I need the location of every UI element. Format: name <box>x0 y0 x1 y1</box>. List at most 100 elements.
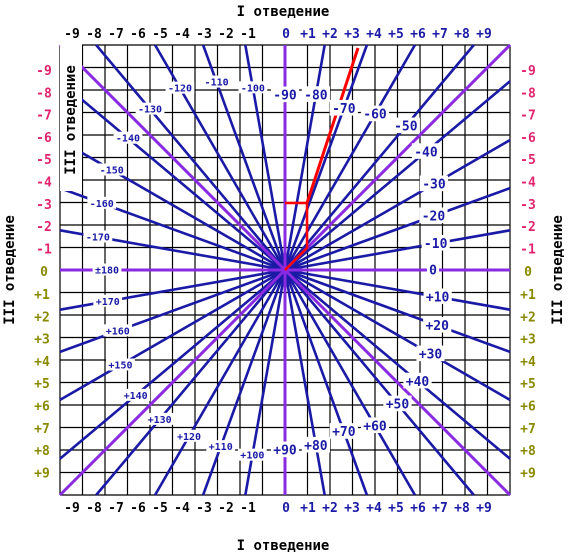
iii-lead-tick-left: +4 <box>34 355 50 370</box>
i-lead-tick-top: -7 <box>108 27 124 42</box>
angle-label-bg <box>135 102 165 115</box>
angle-label: +120 <box>177 432 201 443</box>
angle-label: +160 <box>106 326 130 337</box>
angle-label-bg <box>419 207 448 224</box>
angle-label: +60 <box>363 419 387 434</box>
angle-label-bg <box>83 230 113 243</box>
iii-lead-tick-left: +9 <box>34 466 50 481</box>
lead-axis-line <box>283 268 512 497</box>
angle-label-bg <box>391 117 420 134</box>
angle-label-bg <box>423 288 452 305</box>
angle-label-bg <box>329 99 358 116</box>
lead-axis-line <box>58 43 287 272</box>
i-lead-tick-top: -9 <box>64 27 80 42</box>
i-lead-tick-bottom: 0 <box>282 501 290 516</box>
lead-axis-line <box>58 268 287 497</box>
angle-ray <box>283 269 326 496</box>
top-lead-title: I отведение <box>237 4 330 20</box>
angle-label: -120 <box>168 84 192 95</box>
angle-label: +110 <box>209 442 233 453</box>
angle-label-bg <box>419 175 449 192</box>
angle-label-bg <box>270 441 300 458</box>
angle-label-bg <box>301 436 330 453</box>
angle-ray <box>284 268 511 311</box>
angle-label: +70 <box>332 425 356 440</box>
angle-label: +80 <box>304 439 328 454</box>
i-lead-tick-bottom: +5 <box>388 501 404 516</box>
iii-lead-tick-right: +8 <box>520 444 536 459</box>
angle-ray <box>284 269 475 496</box>
angle-ray <box>59 269 286 460</box>
angle-label-bg <box>301 86 330 102</box>
angle-label-bg <box>103 324 133 337</box>
projection-lines <box>284 201 309 271</box>
iii-lead-tick-left: +1 <box>34 288 50 303</box>
i-lead-tick-bottom: +7 <box>432 501 448 516</box>
angle-label-bg <box>423 316 452 333</box>
i-lead-tick-bottom: +2 <box>322 501 338 516</box>
angle-label: -110 <box>205 78 229 89</box>
i-lead-tick-bottom: -2 <box>218 501 234 516</box>
i-lead-tick-bottom: +9 <box>476 501 492 516</box>
angle-label: +50 <box>386 398 410 413</box>
inner-lead-title: III отведение <box>63 65 79 175</box>
angle-label: -80 <box>304 88 328 103</box>
iii-lead-tick-right: -2 <box>520 220 536 235</box>
angle-label: +10 <box>426 290 450 305</box>
tick-labels: -9-9-8-8-7-7-6-6-5-5-4-4-3-3-2-2-1-100+1… <box>34 27 536 516</box>
angle-ray <box>283 44 369 271</box>
angle-ray <box>284 229 511 272</box>
angle-label: +40 <box>406 375 430 390</box>
lead-axes <box>58 43 512 497</box>
angle-label: +90 <box>273 444 297 459</box>
iii-lead-tick-left: +6 <box>34 400 50 415</box>
angle-label-bg <box>97 163 127 176</box>
angle-label-bg <box>238 81 268 94</box>
i-lead-tick-bottom: -4 <box>174 501 190 516</box>
iii-lead-tick-left: -5 <box>36 153 52 168</box>
i-lead-tick-bottom: -5 <box>152 501 168 516</box>
i-lead-tick-bottom: +8 <box>454 501 470 516</box>
angle-label: +170 <box>96 297 120 308</box>
angle-label-bg <box>426 261 440 278</box>
angle-ray <box>284 44 475 271</box>
angle-label-bg <box>93 294 123 307</box>
angle-ray <box>284 269 511 460</box>
bottom-lead-title: I отведение <box>237 538 330 554</box>
angle-label-bg <box>237 448 267 461</box>
i-lead-tick-top: +3 <box>344 27 360 42</box>
angle-ray <box>284 186 511 272</box>
axis-vector-line <box>305 47 360 204</box>
angle-label-bg <box>270 86 300 103</box>
angle-label: -50 <box>394 120 418 135</box>
iii-lead-tick-left: -2 <box>36 220 52 235</box>
angle-label: -20 <box>422 210 446 225</box>
angle-label-bg <box>145 412 175 425</box>
i-lead-tick-bottom: -1 <box>240 501 256 516</box>
angle-label-bg <box>87 196 117 209</box>
inner-title-box <box>60 41 82 191</box>
iii-lead-tick-right: +6 <box>520 400 536 415</box>
i-lead-tick-top: +4 <box>366 27 382 42</box>
iii-lead-tick-left: -4 <box>36 176 52 191</box>
iii-lead-tick-right: -6 <box>520 131 536 146</box>
iii-lead-tick-right: -8 <box>520 86 536 101</box>
angle-label: +20 <box>425 319 449 334</box>
i-lead-tick-bottom: -7 <box>108 501 124 516</box>
i-lead-tick-bottom: -9 <box>64 501 80 516</box>
angle-label: -140 <box>116 134 140 145</box>
iii-lead-tick-left: +5 <box>34 377 50 392</box>
angle-label: 0 <box>429 264 437 279</box>
angle-label: -150 <box>100 166 124 177</box>
i-lead-tick-top: -6 <box>130 27 146 42</box>
angle-labels: -90 -80-70 -60-50-40-30-20-100+10+20+30+40… <box>83 75 452 462</box>
i-lead-tick-bottom: -8 <box>86 501 102 516</box>
angle-ray <box>59 138 286 272</box>
angle-ray <box>201 269 287 496</box>
i-lead-tick-bottom: -3 <box>196 501 212 516</box>
angle-label-bg <box>411 143 441 159</box>
angle-ray <box>95 269 286 496</box>
angle-label: -90 <box>273 89 297 104</box>
iii-lead-tick-left: -3 <box>36 198 52 213</box>
